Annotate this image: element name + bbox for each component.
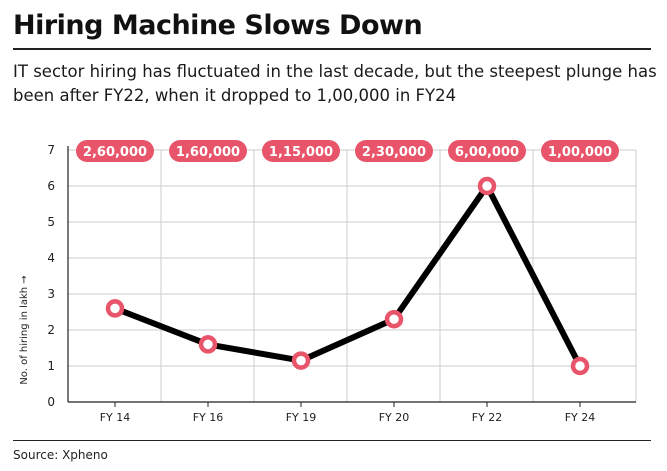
y-tick-label: 6 xyxy=(47,179,55,193)
y-tick-label: 7 xyxy=(47,143,55,157)
y-tick-label: 2 xyxy=(47,323,55,337)
source-note: Source: Xpheno xyxy=(13,448,108,462)
data-label: 6,00,000 xyxy=(455,145,519,160)
grid-lines xyxy=(67,149,637,402)
data-label: 1,60,000 xyxy=(176,145,240,160)
data-label-badge xyxy=(262,140,340,162)
x-tick-label: FY 19 xyxy=(286,411,317,424)
data-label-badge xyxy=(541,140,619,162)
y-axis-label: No. of hiring in lakh → xyxy=(19,275,30,384)
chart-title: Hiring Machine Slows Down xyxy=(13,10,423,41)
y-tick-label: 4 xyxy=(47,251,55,265)
data-label: 2,60,000 xyxy=(83,145,147,160)
y-tick-label: 5 xyxy=(47,215,55,229)
x-tick-label: FY 22 xyxy=(472,411,503,424)
data-point xyxy=(384,309,404,329)
chart-subtitle: IT sector hiring has fluctuated in the l… xyxy=(13,62,657,105)
data-point xyxy=(198,335,218,354)
data-label: 1,15,000 xyxy=(269,145,333,160)
x-tick-label: FY 24 xyxy=(565,411,596,424)
x-axis: FY 14 FY 16 FY 19 FY 20 FY 22 FY 24 xyxy=(68,401,636,424)
data-label-badge xyxy=(448,140,526,162)
data-point xyxy=(570,356,590,376)
y-tick-label: 3 xyxy=(47,287,55,301)
data-point xyxy=(105,299,125,318)
data-points xyxy=(105,176,590,376)
x-tick-label: FY 20 xyxy=(379,411,410,424)
data-label: 2,30,000 xyxy=(362,145,426,160)
x-tick-label: FY 16 xyxy=(193,411,224,424)
data-point xyxy=(291,351,311,370)
data-point xyxy=(477,176,497,196)
data-labels: 2,60,000 1,60,000 1,15,000 2,30,000 6,00,000… xyxy=(76,140,619,162)
data-label-badge xyxy=(169,140,247,162)
x-tick-label: FY 14 xyxy=(100,411,131,424)
y-axis: 0 1 2 3 4 5 6 7 xyxy=(47,143,69,409)
title-rule xyxy=(13,48,651,50)
y-tick-label: 0 xyxy=(47,395,55,409)
data-label-badge xyxy=(76,140,154,162)
y-tick-label: 1 xyxy=(47,359,55,373)
data-label-badge xyxy=(355,140,433,162)
footer-rule xyxy=(13,440,651,441)
series-line xyxy=(112,183,583,369)
data-label: 1,00,000 xyxy=(548,145,612,160)
